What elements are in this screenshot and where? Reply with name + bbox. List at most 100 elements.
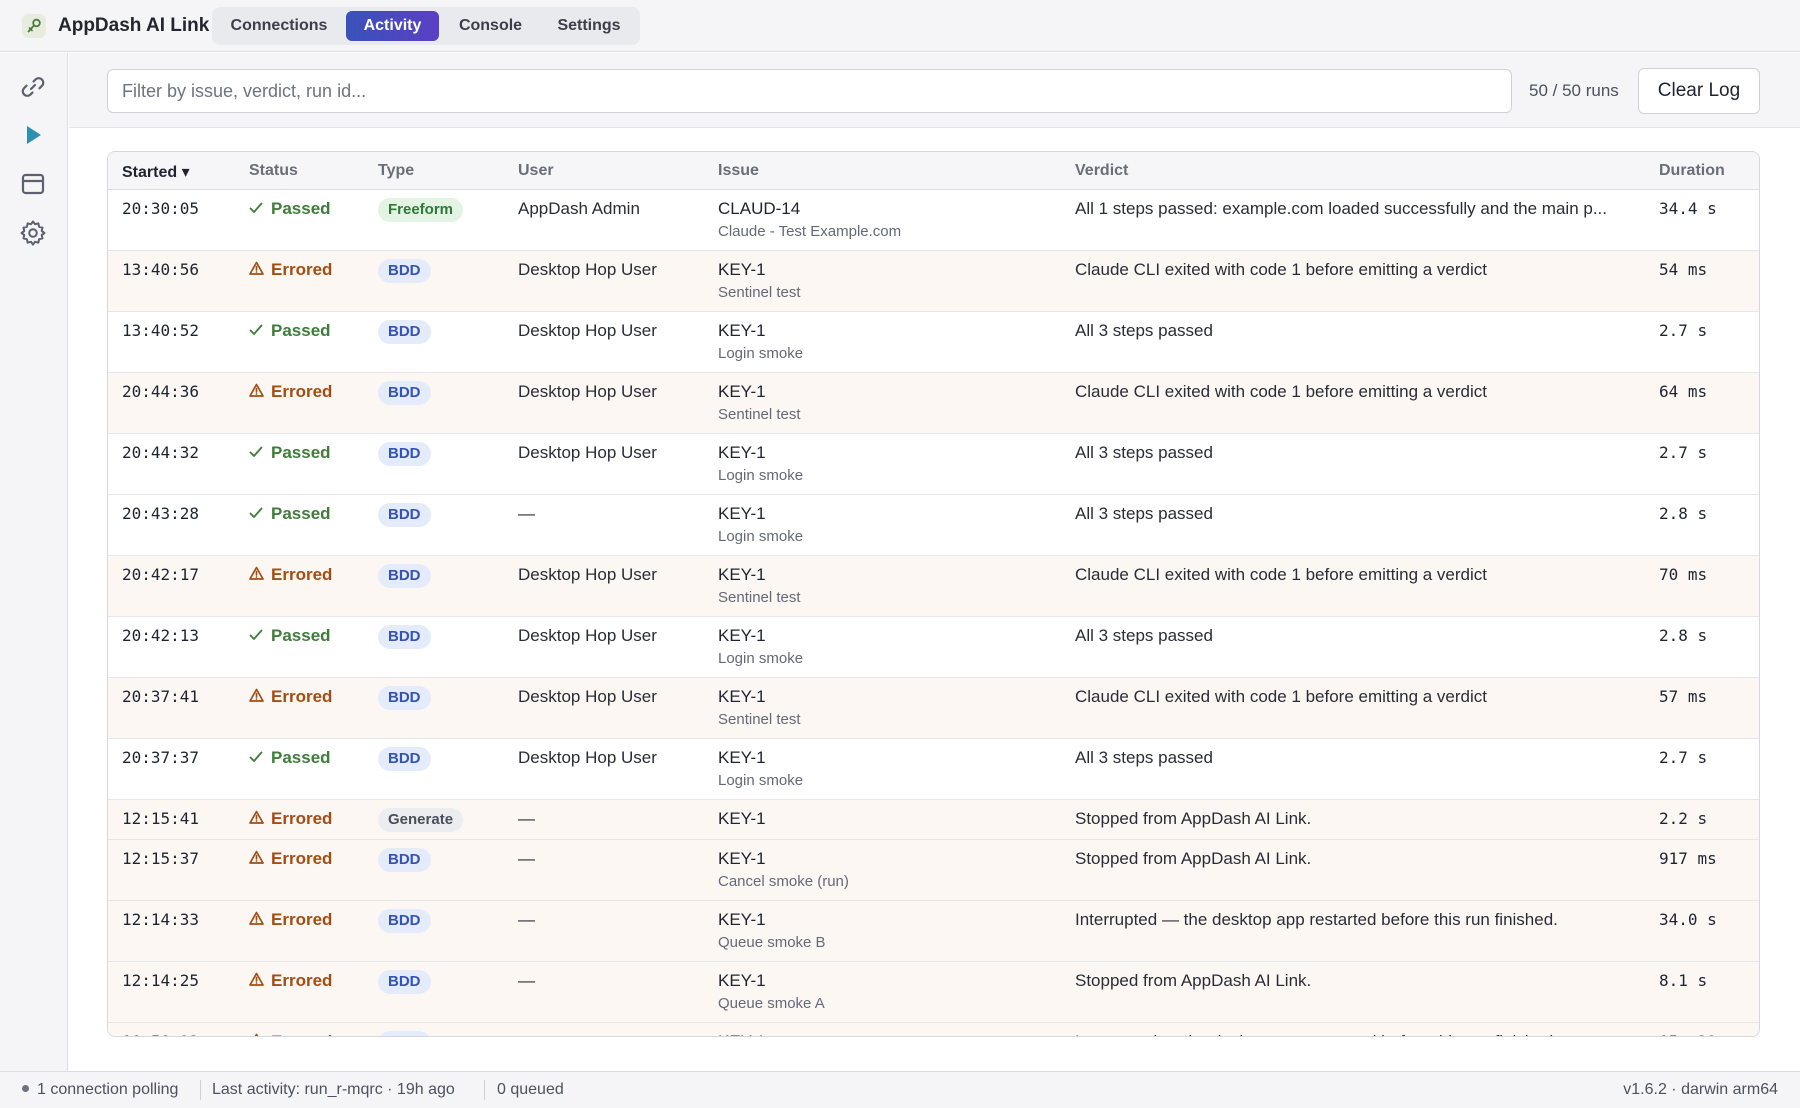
table-row[interactable]: 20:42:13 Passed BDD Desktop Hop User KEY-1 Lo… [108, 617, 1759, 678]
issue-key[interactable]: KEY-1 [718, 849, 766, 868]
started-time: 12:14:25 [122, 971, 200, 990]
status-badge: Passed [249, 443, 331, 463]
duration: 2.7 s [1659, 748, 1708, 767]
user-name: Desktop Hop User [518, 382, 657, 401]
user-name: Desktop Hop User [518, 321, 657, 340]
duration: 8.1 s [1659, 971, 1708, 990]
table-row[interactable]: 11:58:23 Errored BDD — KEY-1 Interrupted — th… [108, 1023, 1759, 1036]
issue-key[interactable]: KEY-1 [718, 260, 766, 279]
column-user[interactable]: User [518, 162, 554, 179]
table-row[interactable]: 12:14:25 Errored BDD — KEY-1 Queue smoke A Sto… [108, 962, 1759, 1023]
issue-key[interactable]: KEY-1 [718, 687, 766, 706]
table-row[interactable]: 20:42:17 Errored BDD Desktop Hop User KEY-1 S… [108, 556, 1759, 617]
duration: 64 ms [1659, 382, 1708, 401]
status-label: Errored [271, 849, 333, 868]
issue: KEY-1 Login smoke [718, 748, 803, 789]
issue-key[interactable]: KEY-1 [718, 443, 766, 462]
type-pill-wrap: BDD [378, 503, 431, 527]
status-dot-icon [22, 1085, 29, 1093]
type-pill-wrap: BDD [378, 747, 431, 771]
column-started[interactable]: Started ▾ [122, 164, 190, 181]
table-row[interactable]: 20:44:32 Passed BDD Desktop Hop User KEY-1 Lo… [108, 434, 1759, 495]
tab-activity[interactable]: Activity [346, 11, 439, 41]
table-row[interactable]: 12:15:41 Errored Generate — KEY-1 Stopped fro… [108, 800, 1759, 840]
column-verdict[interactable]: Verdict [1075, 162, 1129, 179]
table-row[interactable]: 20:37:37 Passed BDD Desktop Hop User KEY-1 Lo… [108, 739, 1759, 800]
issue-key[interactable]: KEY-1 [718, 504, 766, 523]
window-icon[interactable] [14, 165, 52, 203]
type-pill-wrap: Generate [378, 808, 464, 832]
issue-summary: Queue smoke A [718, 995, 825, 1012]
user-name: AppDash Admin [518, 199, 640, 218]
issue-key[interactable]: KEY-1 [718, 626, 766, 645]
started-time: 20:37:37 [122, 748, 200, 767]
tab-settings[interactable]: Settings [557, 17, 621, 34]
type-pill-wrap: Freeform [378, 198, 464, 222]
type-pill: BDD [378, 625, 431, 649]
started-time: 12:15:37 [122, 849, 200, 868]
issue-summary: Sentinel test [718, 589, 801, 606]
issue-key[interactable]: KEY-1 [718, 748, 766, 767]
filter-input[interactable] [107, 69, 1512, 113]
issue-key[interactable]: KEY-1 [718, 971, 766, 990]
issue-key[interactable]: KEY-1 [718, 565, 766, 584]
issue-summary: Login smoke [718, 345, 804, 362]
table-row[interactable]: 20:43:28 Passed BDD — KEY-1 Login smoke All 3 … [108, 495, 1759, 556]
status-badge: Errored [249, 382, 332, 402]
type-pill: BDD [378, 503, 431, 527]
tab-connections[interactable]: Connections [230, 17, 328, 34]
table-row[interactable]: 13:40:56 Errored BDD Desktop Hop User KEY-1 S… [108, 251, 1759, 312]
table-row[interactable]: 13:40:52 Passed BDD Desktop Hop User KEY-1 Lo… [108, 312, 1759, 373]
issue-key[interactable]: KEY-1 [718, 1032, 766, 1036]
user-name: Desktop Hop User [518, 687, 657, 706]
issue: KEY-1 Login smoke [718, 443, 803, 484]
column-duration[interactable]: Duration [1659, 162, 1725, 179]
warning-icon [249, 972, 267, 990]
type-pill-wrap: BDD [378, 686, 431, 710]
status-badge: Errored [249, 1032, 332, 1036]
issue-key[interactable]: KEY-1 [718, 321, 766, 340]
table-row[interactable]: 12:15:37 Errored BDD — KEY-1 Cancel smoke (ru… [108, 840, 1759, 901]
issue: KEY-1 Login smoke [718, 321, 803, 362]
issue-key[interactable]: KEY-1 [718, 382, 766, 401]
issue-key[interactable]: CLAUD-14 [718, 199, 801, 218]
status-badge: Passed [249, 504, 331, 524]
duration: 917 ms [1659, 849, 1717, 868]
issue-key[interactable]: KEY-1 [718, 910, 766, 929]
link-icon[interactable] [14, 68, 52, 106]
column-issue[interactable]: Issue [718, 162, 759, 179]
verdict: All 3 steps passed [1075, 748, 1213, 767]
started-time: 20:44:32 [122, 443, 200, 462]
column-type[interactable]: Type [378, 162, 415, 179]
status-badge: Passed [249, 748, 331, 768]
table-row[interactable]: 20:30:05 Passed Freeform AppDash Admin CLAUD… [108, 190, 1759, 251]
issue: KEY-1 Login smoke [718, 626, 803, 667]
verdict: All 3 steps passed [1075, 504, 1213, 523]
tab-console[interactable]: Console [458, 17, 523, 34]
top-bar: AppDash AI Link Connections Activity Con… [0, 0, 1800, 52]
issue-key[interactable]: KEY-1 [718, 809, 766, 828]
type-pill: BDD [378, 1031, 431, 1036]
duration: 57 ms [1659, 687, 1708, 706]
verdict: All 3 steps passed [1075, 626, 1213, 645]
type-pill: BDD [378, 320, 431, 344]
status-bar: 1 connection polling Last activity: run_… [0, 1071, 1800, 1108]
type-pill: BDD [378, 381, 431, 405]
play-icon[interactable] [14, 116, 52, 154]
table-row[interactable]: 20:37:41 Errored BDD Desktop Hop User KEY-1 S… [108, 678, 1759, 739]
status-badge: Errored [249, 849, 332, 869]
brand: AppDash AI Link [22, 12, 209, 40]
issue: KEY-1 Queue smoke B [718, 910, 826, 951]
table-row[interactable]: 12:14:33 Errored BDD — KEY-1 Queue smoke B Int… [108, 901, 1759, 962]
clear-log-button[interactable]: Clear Log [1638, 68, 1760, 114]
issue: KEY-1 Sentinel test [718, 382, 801, 423]
duration: 54 ms [1659, 260, 1708, 279]
verdict: Claude CLI exited with code 1 before emi… [1075, 565, 1488, 584]
column-status[interactable]: Status [249, 162, 298, 179]
warning-icon [249, 850, 267, 868]
issue: KEY-1 [718, 1032, 766, 1036]
gear-icon[interactable] [14, 214, 52, 252]
type-pill: BDD [378, 442, 431, 466]
table-row[interactable]: 20:44:36 Errored BDD Desktop Hop User KEY-1 S… [108, 373, 1759, 434]
status-badge: Errored [249, 971, 332, 991]
